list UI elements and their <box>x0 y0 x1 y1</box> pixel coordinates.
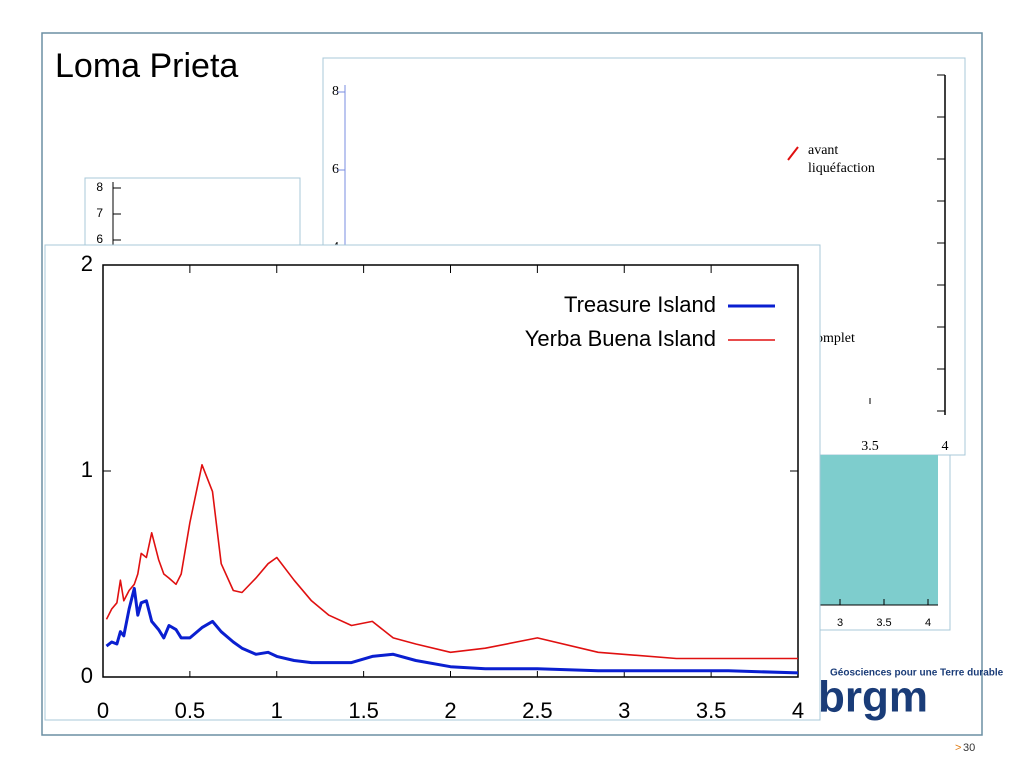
y-tick-label: 6 <box>332 162 339 177</box>
legend-entry: avant liquéfaction <box>808 143 875 176</box>
logo-name: brgm <box>818 673 928 722</box>
page-arrow: > <box>955 742 961 754</box>
x-tick-label: 1.5 <box>348 698 379 723</box>
x-tick-label: 1 <box>271 698 283 723</box>
legend-label: Treasure Island <box>564 292 716 317</box>
legend-label: omplet <box>816 331 855 346</box>
x-tick-label: 3.5 <box>861 439 879 454</box>
legend-label: avant liquéfaction <box>808 143 875 176</box>
x-tick-label: 3 <box>618 698 630 723</box>
main-chart: 0 1 2 0 0.5 1 1.5 2 2.5 3 3.5 4 Treasure Island Yerba… <box>44 244 821 723</box>
logo-tagline: Géosciences pour une Terre durable <box>830 668 1004 679</box>
x-tick-label: 0 <box>97 698 109 723</box>
plot-background <box>818 455 938 605</box>
x-tick-label: 3 <box>837 617 843 629</box>
x-tick-label: 3.5 <box>876 617 891 629</box>
x-tick-label: 4 <box>942 439 949 454</box>
x-tick-label: 4 <box>792 698 804 723</box>
legend-entry: omplet <box>816 331 855 346</box>
x-tick-label: 2 <box>444 698 456 723</box>
x-tick-label: 4 <box>925 617 931 629</box>
y-tick-label: 2 <box>81 251 93 276</box>
legend-swatch <box>787 146 799 161</box>
data-line <box>105 464 798 660</box>
data-line <box>105 586 799 675</box>
x-tick-label: 3.5 <box>696 698 727 723</box>
y-tick-label: 0 <box>81 663 93 688</box>
x-tick-label: 0.5 <box>175 698 206 723</box>
chart-panel <box>44 244 821 721</box>
slide-title: Loma Prieta <box>55 47 238 85</box>
slide-frame <box>41 32 983 736</box>
x-tick-label: 2.5 <box>522 698 553 723</box>
legend-label: Yerba Buena Island <box>525 326 716 351</box>
y-tick-label: 8 <box>96 180 103 194</box>
y-tick-label: 8 <box>332 84 339 99</box>
chart-panel <box>84 177 301 249</box>
page-number: 30 <box>963 742 975 754</box>
y-tick-label: 6 <box>96 232 103 246</box>
y-tick-label: 1 <box>81 457 93 482</box>
y-tick-label: 7 <box>96 206 103 220</box>
